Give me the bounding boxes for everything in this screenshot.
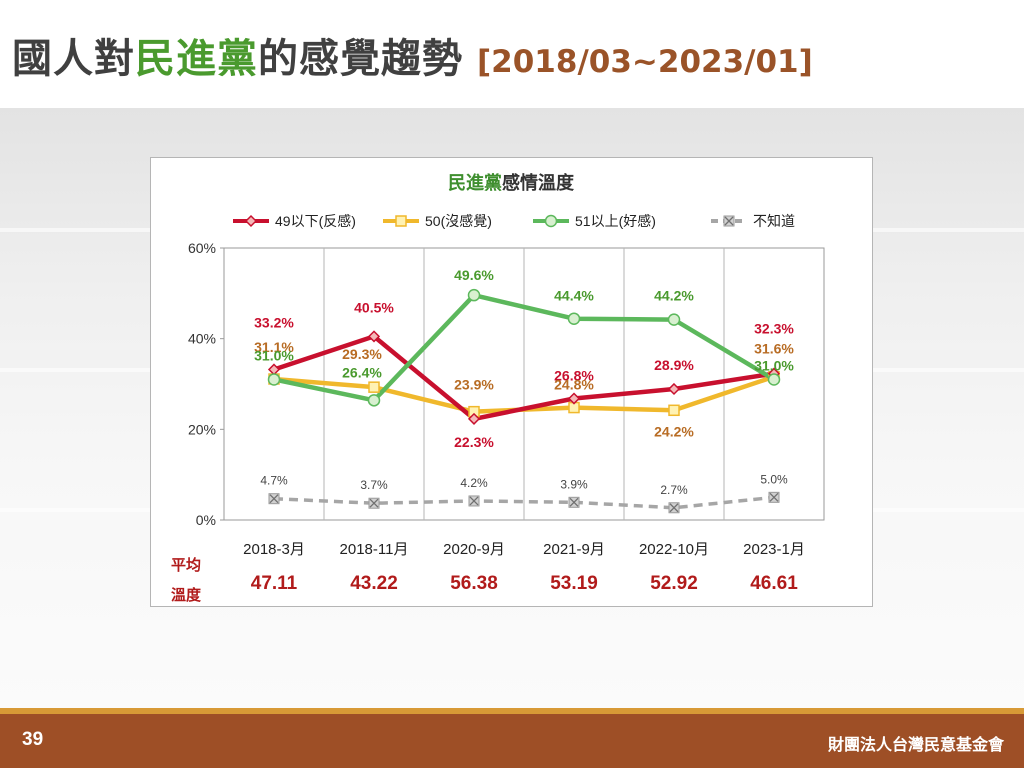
- series-line-2: [273, 292, 776, 403]
- y-tick-label-0: 0%: [196, 512, 216, 528]
- data-label-2-1: 26.4%: [342, 364, 382, 380]
- legend-label-0: 49以下(反感): [275, 213, 356, 229]
- x-tick-label-1: 2018-11月: [340, 541, 409, 558]
- average-value-4: 52.92: [650, 573, 698, 594]
- page-title: 國人對民進黨的感覺趨勢 [2018/03~2023/01]: [12, 26, 813, 84]
- data-label-0-3: 26.8%: [554, 368, 594, 384]
- data-label-3-0: 4.7%: [260, 474, 288, 488]
- data-label-2-3: 44.4%: [554, 288, 594, 304]
- average-value-1: 43.22: [350, 573, 398, 594]
- x-tick-label-0: 2018-3月: [243, 541, 305, 558]
- legend-label-2: 51以上(好感): [575, 213, 656, 229]
- average-value-3: 53.19: [550, 573, 598, 594]
- series-2-point-3: [567, 312, 581, 325]
- series-2-point-2: [467, 288, 481, 302]
- data-label-2-5: 31.0%: [754, 357, 794, 373]
- x-tick-label-4: 2022-10月: [639, 541, 709, 558]
- title-date-range: [2018/03~2023/01]: [477, 44, 813, 80]
- data-label-1-0: 31.1%: [254, 339, 294, 355]
- footer-bar: 39 財團法人台灣民意基金會: [0, 714, 1024, 768]
- series-1-point-1: [368, 381, 380, 393]
- data-label-0-0: 33.2%: [254, 314, 294, 330]
- series-0-point-4: [667, 382, 681, 396]
- series-2-point-1: [367, 394, 381, 407]
- legend-label-3: 不知道: [753, 213, 795, 229]
- data-label-3-5: 5.0%: [760, 472, 788, 486]
- series-3-point-0-x: [269, 494, 279, 504]
- legend-marker-0: [244, 214, 258, 228]
- title-suffix: 的感覺趨勢: [258, 36, 463, 82]
- series-2-point-4: [667, 313, 681, 326]
- title-bar: 國人對民進黨的感覺趨勢 [2018/03~2023/01]: [0, 0, 1024, 108]
- x-tick-label-5: 2023-1月: [743, 541, 805, 558]
- data-label-1-4: 24.2%: [654, 423, 694, 439]
- data-label-1-1: 29.3%: [342, 346, 382, 362]
- x-tick-label-3: 2021-9月: [543, 541, 605, 558]
- title-prefix: 國人對: [12, 36, 135, 82]
- data-label-2-2: 49.6%: [454, 267, 494, 283]
- y-tick-label-1: 20%: [188, 421, 216, 437]
- series-line-3: [273, 495, 775, 510]
- series-0-point-1: [367, 330, 381, 343]
- data-label-0-5: 32.3%: [754, 321, 794, 337]
- average-label-1: 平均: [171, 556, 202, 574]
- page-number: 39: [22, 729, 44, 750]
- series-3-point-5-x: [769, 492, 779, 502]
- series-line-0: [273, 334, 775, 422]
- legend-marker-1: [395, 215, 407, 227]
- data-label-0-2: 22.3%: [454, 434, 494, 450]
- series-1-point-4: [668, 404, 680, 417]
- data-label-1-5: 31.6%: [754, 341, 794, 357]
- data-label-1-3: 24.8%: [554, 377, 594, 393]
- series-2-point-5: [767, 373, 781, 386]
- y-tick-label-2: 40%: [188, 331, 216, 347]
- data-label-0-1: 40.5%: [354, 299, 394, 315]
- average-label-2: 溫度: [171, 586, 202, 604]
- series-2-point-0: [267, 373, 281, 386]
- series-3-point-2-x: [469, 496, 479, 506]
- x-tick-label-2: 2020-9月: [443, 541, 505, 558]
- average-value-0: 47.11: [251, 573, 298, 594]
- organization-name: 財團法人台灣民意基金會: [827, 735, 1004, 754]
- data-label-3-1: 3.7%: [360, 478, 388, 492]
- data-label-2-4: 44.2%: [654, 288, 694, 304]
- legend-marker-2: [544, 214, 558, 228]
- data-label-3-4: 2.7%: [660, 483, 688, 497]
- series-0-point-2: [467, 412, 481, 425]
- y-tick-label-3: 60%: [188, 240, 216, 256]
- data-label-0-4: 28.9%: [654, 357, 694, 373]
- footer-accent-line: [0, 708, 1024, 714]
- chart-panel: 民進黨感情溫度 49以下(反感) 50(沒感覺) 51以上(好感) 不知道 0% 20% 40…: [150, 157, 873, 607]
- series-3-point-1-x: [369, 498, 379, 508]
- chart-svg: 民進黨感情溫度 49以下(反感) 50(沒感覺) 51以上(好感) 不知道 0% 20% 40…: [188, 172, 825, 594]
- average-value-5: 46.61: [750, 573, 798, 594]
- data-label-3-2: 4.2%: [460, 476, 488, 490]
- series-0-point-3: [567, 392, 581, 405]
- chart-title: 民進黨感情溫度: [448, 172, 575, 193]
- legend-label-1: 50(沒感覺): [425, 213, 492, 229]
- title-party: 民進黨: [135, 36, 258, 82]
- series-3-point-3-x: [569, 497, 579, 507]
- average-value-2: 56.38: [450, 573, 498, 594]
- legend-marker-3-x: [724, 216, 734, 226]
- data-label-3-3: 3.9%: [560, 477, 588, 491]
- data-label-2-0: 31.0%: [254, 347, 294, 363]
- data-label-1-2: 23.9%: [454, 377, 494, 393]
- series-3-point-4-x: [669, 503, 679, 513]
